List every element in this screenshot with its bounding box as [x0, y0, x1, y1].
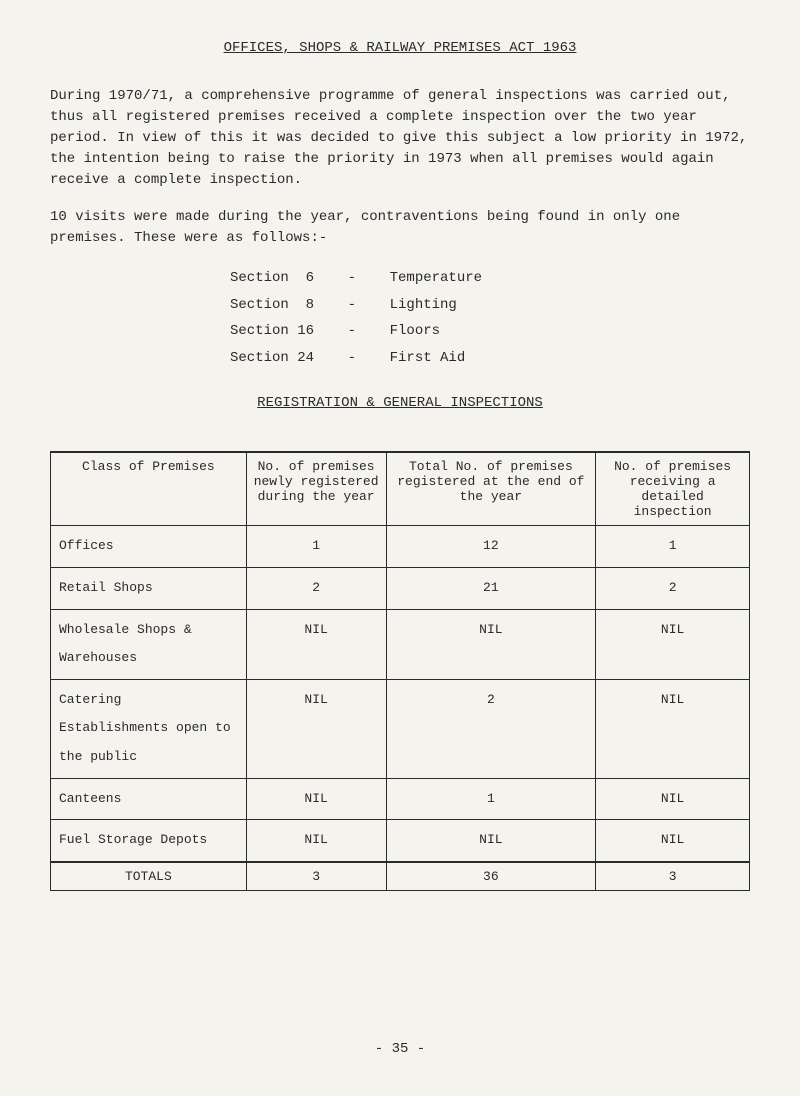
page-title: OFFICES, SHOPS & RAILWAY PREMISES ACT 19… — [50, 40, 750, 56]
cell-value: NIL — [596, 778, 750, 820]
cell-class: Offices — [51, 526, 247, 568]
cell-value: 12 — [386, 526, 596, 568]
header-newly: No. of premises newly registered during … — [246, 452, 386, 526]
sections-list: Section 6 - Temperature Section 8 - Ligh… — [230, 265, 750, 371]
totals-label: TOTALS — [51, 862, 247, 891]
cell-value: NIL — [246, 609, 386, 679]
cell-value: 1 — [246, 526, 386, 568]
inspections-table: Class of Premises No. of premises newly … — [50, 451, 750, 890]
section-item: Section 16 - Floors — [230, 318, 750, 345]
header-class: Class of Premises — [51, 452, 247, 526]
cell-value: 1 — [386, 778, 596, 820]
cell-class: Retail Shops — [51, 567, 247, 609]
cell-value: NIL — [386, 609, 596, 679]
cell-class: Catering Establishments open to the publ… — [51, 679, 247, 778]
header-receiving: No. of premises receiving a detailed ins… — [596, 452, 750, 526]
cell-value: 21 — [386, 567, 596, 609]
section-item: Section 24 - First Aid — [230, 345, 750, 372]
cell-value: NIL — [386, 820, 596, 862]
cell-value: 2 — [386, 679, 596, 778]
cell-value: NIL — [246, 778, 386, 820]
table-header-row: Class of Premises No. of premises newly … — [51, 452, 750, 526]
table-row: Fuel Storage Depots NIL NIL NIL — [51, 820, 750, 862]
cell-value: 2 — [596, 567, 750, 609]
table-row: Offices 1 12 1 — [51, 526, 750, 568]
cell-value: NIL — [596, 820, 750, 862]
table-row: Wholesale Shops & Warehouses NIL NIL NIL — [51, 609, 750, 679]
section-item: Section 8 - Lighting — [230, 292, 750, 319]
cell-value: NIL — [596, 609, 750, 679]
page-number: - 35 - — [50, 1041, 750, 1057]
table-row: Catering Establishments open to the publ… — [51, 679, 750, 778]
paragraph-2: 10 visits were made during the year, con… — [50, 207, 750, 249]
section-subtitle: REGISTRATION & GENERAL INSPECTIONS — [50, 395, 750, 411]
totals-value: 3 — [596, 862, 750, 891]
totals-value: 3 — [246, 862, 386, 891]
cell-value: NIL — [596, 679, 750, 778]
cell-value: NIL — [246, 820, 386, 862]
cell-class: Canteens — [51, 778, 247, 820]
header-total: Total No. of premises registered at the … — [386, 452, 596, 526]
section-item: Section 6 - Temperature — [230, 265, 750, 292]
totals-value: 36 — [386, 862, 596, 891]
cell-class: Fuel Storage Depots — [51, 820, 247, 862]
totals-row: TOTALS 3 36 3 — [51, 862, 750, 891]
table-row: Canteens NIL 1 NIL — [51, 778, 750, 820]
cell-class: Wholesale Shops & Warehouses — [51, 609, 247, 679]
cell-value: 1 — [596, 526, 750, 568]
cell-value: 2 — [246, 567, 386, 609]
cell-value: NIL — [246, 679, 386, 778]
table-row: Retail Shops 2 21 2 — [51, 567, 750, 609]
paragraph-1: During 1970/71, a comprehensive programm… — [50, 86, 750, 191]
